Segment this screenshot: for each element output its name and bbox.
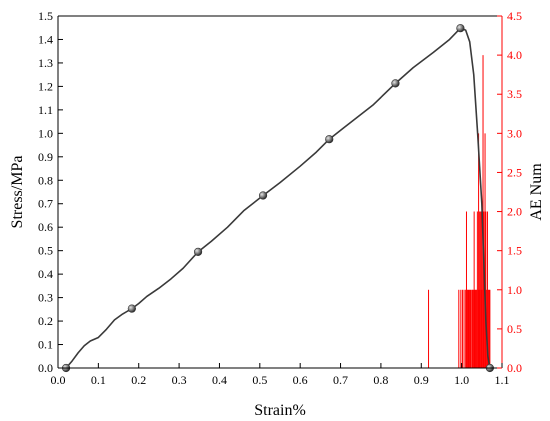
- y-right-axis-title: AE Num: [528, 163, 545, 221]
- x-tick-label: 0.3: [172, 373, 187, 387]
- y-left-tick-label: 0.2: [38, 314, 53, 328]
- x-tick-label: 0.6: [293, 373, 308, 387]
- y-right-tick-label: 4.5: [507, 9, 522, 23]
- y-left-tick-label: 1.0: [38, 126, 53, 140]
- x-tick-label: 0.9: [414, 373, 429, 387]
- y-left-tick-label: 1.5: [38, 9, 53, 23]
- y-left-tick-label: 0.0: [38, 361, 53, 375]
- x-tick-label: 1.0: [454, 373, 469, 387]
- y-left-tick-label: 0.6: [38, 220, 53, 234]
- x-axis-title: Strain%: [254, 402, 306, 419]
- stress-marker: [456, 24, 465, 33]
- y-right-tick-label: 1.5: [507, 244, 522, 258]
- y-right-tick-label: 0.5: [507, 322, 522, 336]
- y-left-tick-label: 1.1: [38, 103, 53, 117]
- y-left-tick-label: 0.3: [38, 291, 53, 305]
- y-left-tick-label: 0.9: [38, 150, 53, 164]
- stress-marker: [193, 247, 203, 256]
- x-tick-label: 0.8: [373, 373, 388, 387]
- ae-bars-layer: [428, 55, 491, 368]
- y-left-tick-label: 0.8: [38, 173, 53, 187]
- y-right-tick-label: 2.5: [507, 165, 522, 179]
- x-tick-label: 0.4: [212, 373, 227, 387]
- stress-curve: [65, 27, 491, 369]
- stress-marker: [258, 191, 268, 200]
- y-left-tick-label: 0.4: [38, 267, 53, 281]
- stress-marker: [127, 304, 136, 313]
- stress-marker: [391, 79, 400, 88]
- stress-marker: [325, 135, 334, 144]
- y-left-tick-label: 0.7: [38, 197, 53, 211]
- x-tick-label: 0.1: [91, 373, 106, 387]
- x-tick-label: 0.0: [51, 373, 66, 387]
- y-right-tick-label: 4.0: [507, 48, 522, 62]
- y-right-tick-label: 1.0: [507, 283, 522, 297]
- y-right-tick-label: 2.0: [507, 205, 522, 219]
- x-tick-label: 1.1: [495, 373, 510, 387]
- y-left-tick-label: 0.1: [38, 338, 53, 352]
- y-left-tick-label: 1.2: [38, 79, 53, 93]
- y-right-tick-label: 3.5: [507, 87, 522, 101]
- x-tick-label: 0.5: [252, 373, 267, 387]
- y-left-tick-label: 1.4: [38, 32, 53, 46]
- y-left-tick-label: 1.3: [38, 56, 53, 70]
- ticks-layer: 0.0 0.1 0.2 0.3 0.4 0.5 0.6 0.7 0.8 0.9 1.0 1.10.00…: [38, 9, 522, 387]
- x-tick-label: 0.2: [131, 373, 146, 387]
- y-left-tick-label: 0.5: [38, 244, 53, 258]
- axes-layer: [57, 15, 503, 369]
- y-right-tick-label: 0.0: [507, 361, 522, 375]
- stress-line-layer: [61, 24, 494, 373]
- x-tick-label: 0.7: [333, 373, 348, 387]
- y-left-axis-title: Stress/MPa: [9, 156, 26, 229]
- y-right-tick-label: 3.0: [507, 126, 522, 140]
